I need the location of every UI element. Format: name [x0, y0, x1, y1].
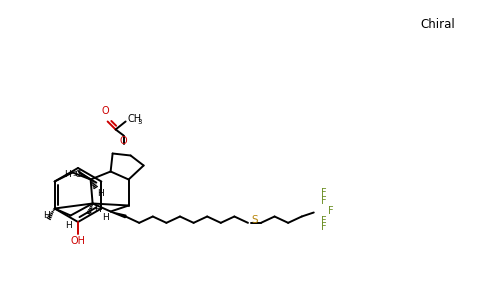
Text: O: O	[120, 136, 127, 146]
Text: H: H	[102, 214, 108, 223]
Text: S: S	[251, 215, 257, 225]
Text: H: H	[64, 170, 71, 179]
Text: F: F	[321, 215, 327, 226]
Text: C: C	[75, 170, 81, 179]
Text: F: F	[321, 223, 327, 232]
Text: F: F	[321, 196, 327, 206]
Text: O: O	[102, 106, 109, 116]
Text: H: H	[65, 220, 72, 230]
Text: Chiral: Chiral	[420, 18, 455, 31]
Text: OH: OH	[71, 236, 86, 246]
Text: CH: CH	[128, 115, 142, 124]
Text: 3: 3	[72, 172, 76, 178]
Text: 3: 3	[137, 119, 142, 125]
Text: F: F	[328, 206, 333, 215]
Text: H: H	[94, 206, 101, 214]
Polygon shape	[110, 212, 126, 218]
Text: H: H	[43, 211, 50, 220]
Text: H: H	[98, 190, 105, 199]
Text: F: F	[321, 188, 327, 199]
